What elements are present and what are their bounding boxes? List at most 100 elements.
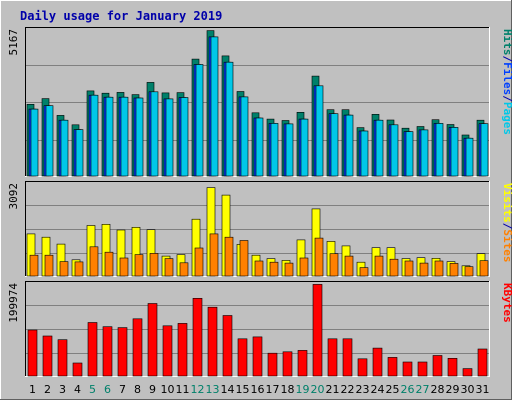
pages-files-hits-bar-pages <box>420 129 429 177</box>
kbytes-bar-kbytes <box>387 357 398 377</box>
x-tick-label: 5 <box>89 383 96 396</box>
chart-title: Daily usage for January 2019 <box>20 9 222 23</box>
x-tick-label: 23 <box>356 383 370 396</box>
x-axis-labels: 1 2 3 4 5 6 7 8 9 10 11 12 13 14 15 16 17 18 19 20 21 22 23 24 2… <box>29 383 490 396</box>
pages-files-hits-bar-pages <box>135 97 144 177</box>
kbytes-bar-kbytes <box>402 361 413 377</box>
x-tick-label: 19 <box>296 383 310 396</box>
pages-files-hits-bar-pages <box>225 61 234 177</box>
x-tick-label: 28 <box>431 383 445 396</box>
kbytes-bar-kbytes <box>327 338 338 377</box>
kbytes-bar-kbytes <box>357 358 368 377</box>
sites-visits-bar-sites <box>104 251 114 277</box>
sites-visits-bar-sites <box>434 260 444 277</box>
kbytes-legend: KBytes <box>501 283 512 323</box>
x-tick-label: 15 <box>236 383 250 396</box>
sites-visits-bar-sites <box>74 261 84 277</box>
x-tick-label: 8 <box>134 383 141 396</box>
sites-visits-bar-sites <box>29 254 39 277</box>
x-tick-label: 9 <box>149 383 156 396</box>
pages-files-hits-bar-pages <box>285 123 294 177</box>
legend-entry: Pages <box>501 102 512 135</box>
pages-files-hits-bar-pages <box>390 124 399 177</box>
sites-visits-bar-sites <box>239 240 249 277</box>
sites-visits-bar-sites <box>404 260 414 277</box>
pages-files-hits-bar-pages <box>120 96 129 177</box>
kbytes-bar-kbytes <box>237 338 248 377</box>
pages-files-hits-bar-pages <box>300 118 309 177</box>
pages-files-hits-bar-pages <box>45 105 54 177</box>
x-tick-label: 20 <box>311 383 325 396</box>
pages-files-hits-bar-pages <box>240 96 249 177</box>
x-tick-label: 14 <box>221 383 235 396</box>
sites-visits-bar-sites <box>164 258 174 277</box>
pages-files-hits-bar-pages <box>30 108 39 177</box>
sites-visits-bar-sites <box>224 236 234 277</box>
pages-files-hits-bar-pages <box>180 97 189 177</box>
x-tick-label: 29 <box>446 383 460 396</box>
x-tick-label: 16 <box>251 383 265 396</box>
kbytes-bar-kbytes <box>312 284 323 377</box>
pages-files-hits-bar-pages <box>360 130 369 177</box>
kbytes-bar-kbytes <box>132 318 143 377</box>
pages-files-hits-bar-pages <box>270 123 279 177</box>
kbytes-bar-kbytes <box>447 357 458 377</box>
pages-files-hits-bar-pages <box>450 127 459 177</box>
sites-visits-bar-sites <box>344 255 354 277</box>
x-tick-label: 27 <box>416 383 430 396</box>
kbytes-bar-kbytes <box>477 348 488 377</box>
sites-visits-bar-sites <box>149 253 159 277</box>
pages-files-hits-bar-pages <box>345 114 354 177</box>
x-tick-label: 30 <box>461 383 475 396</box>
x-tick-label: 25 <box>386 383 400 396</box>
x-tick-label: 3 <box>59 383 66 396</box>
x-tick-label: 11 <box>176 383 190 396</box>
sites-visits-bar-sites <box>284 262 294 277</box>
pages-files-hits-bar-pages <box>405 131 414 177</box>
pages-files-hits-bar-pages <box>150 91 159 177</box>
sites-visits-bar-sites <box>89 246 99 277</box>
pages-files-hits-bar-pages <box>480 123 489 177</box>
pages-files-hits-bar-pages <box>315 85 324 177</box>
x-tick-label: 10 <box>161 383 175 396</box>
x-tick-label: 18 <box>281 383 295 396</box>
kbytes-bar-kbytes <box>222 315 233 377</box>
x-tick-label: 7 <box>119 383 126 396</box>
legend-entry: Files <box>501 62 512 95</box>
kbytes-bar-kbytes <box>147 303 158 377</box>
sites-visits-bar-sites <box>359 267 369 277</box>
pages-files-hits-bar-pages <box>60 119 69 177</box>
legend-entry: / <box>501 223 512 230</box>
x-tick-label: 22 <box>341 383 355 396</box>
kbytes-bar-kbytes <box>282 351 293 377</box>
sites-visits-bar-sites <box>464 266 474 277</box>
kbytes-bar-kbytes <box>192 297 203 377</box>
legend-entry: / <box>501 56 512 63</box>
pages-files-hits-bar-pages <box>330 113 339 177</box>
pages-files-hits-bar-pages <box>90 94 99 177</box>
sites-visits-panel: 3092 Visits/Sites <box>7 181 512 277</box>
x-tick-label: 13 <box>206 383 220 396</box>
kbytes-bar-kbytes <box>162 325 173 377</box>
sites-visits-bar-sites <box>269 261 279 277</box>
sites-visits-bar-sites <box>389 258 399 277</box>
sites-visits-bar-sites <box>194 247 204 277</box>
x-tick-label: 24 <box>371 383 385 396</box>
kbytes-bar-kbytes <box>72 362 83 377</box>
sites-visits-bar-sites <box>119 257 129 277</box>
legend-entry: KBytes <box>501 283 512 323</box>
sites-visits-bar-sites <box>479 260 489 277</box>
sites-visits-bar-sites <box>314 237 324 277</box>
pages-files-hits-bar-pages <box>435 123 444 177</box>
sites-visits-bar-sites <box>59 261 69 277</box>
pages-files-hits-y-max-label: 5167 <box>7 29 20 56</box>
kbytes-bar-kbytes <box>342 338 353 377</box>
sites-visits-bar-sites <box>329 253 339 277</box>
pages-files-hits-bar-pages <box>210 36 219 177</box>
kbytes-bar-kbytes <box>57 339 68 377</box>
pages-files-hits-legend: Hits/Files/Pages <box>501 29 512 135</box>
pages-files-hits-bar-pages <box>165 98 174 177</box>
x-tick-label: 12 <box>191 383 205 396</box>
x-tick-label: 1 <box>29 383 36 396</box>
